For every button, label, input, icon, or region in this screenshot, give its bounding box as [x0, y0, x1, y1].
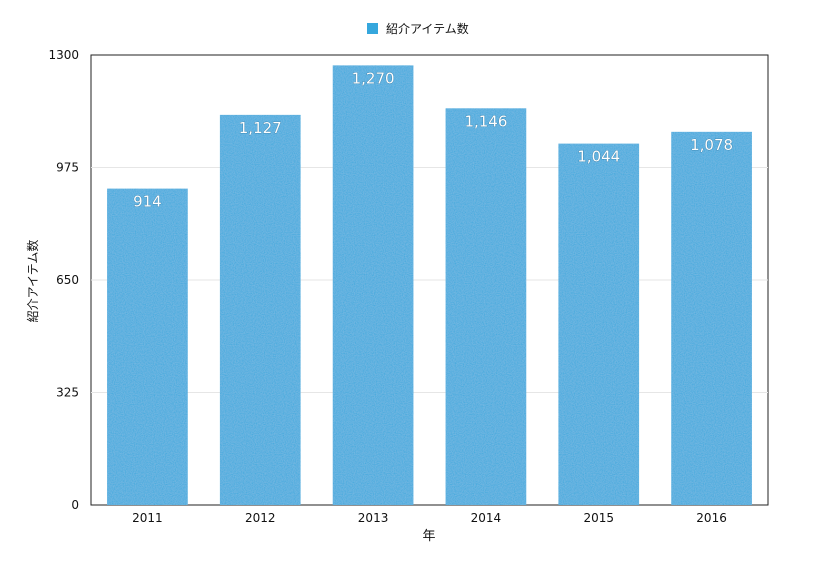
y-axis-ticks: 0 325 650 975 1300 [48, 48, 79, 512]
x-tick-label: 2016 [696, 511, 727, 525]
x-tick-label: 2014 [471, 511, 502, 525]
bar [671, 131, 752, 505]
bar [219, 114, 301, 505]
legend: 紹介アイテム数 [367, 21, 469, 36]
x-tick-label: 2012 [245, 511, 276, 525]
bar-value-label: 1,270 [352, 69, 395, 87]
x-tick-label: 2013 [358, 511, 389, 525]
bar-value-label: 1,078 [690, 136, 733, 154]
y-tick-label: 0 [71, 498, 79, 512]
x-axis-title: 年 [422, 529, 435, 544]
bar-value-label: 1,044 [577, 148, 620, 166]
bar [558, 143, 640, 505]
y-axis-title: 紹介アイテム数 [25, 240, 40, 323]
bar-value-label: 1,127 [239, 119, 282, 137]
bar-value-label: 914 [133, 193, 162, 211]
grid-lines [91, 167, 768, 393]
bar [332, 65, 414, 505]
bar [107, 188, 188, 505]
y-tick-label: 325 [56, 386, 79, 400]
bar-labels: 914 1,127 1,270 1,146 1,044 1,078 [133, 69, 734, 211]
x-axis-ticks: 2011 2012 2013 2014 2015 2016 [132, 511, 727, 525]
y-tick-label: 1300 [48, 48, 79, 62]
y-tick-label: 650 [56, 273, 79, 287]
legend-label: 紹介アイテム数 [386, 21, 469, 36]
x-tick-label: 2011 [132, 511, 163, 525]
y-tick-label: 975 [56, 161, 79, 175]
bar-value-label: 1,146 [464, 112, 507, 130]
bar [445, 108, 527, 506]
x-tick-label: 2015 [583, 511, 614, 525]
bars [107, 65, 752, 506]
legend-swatch [367, 23, 378, 34]
